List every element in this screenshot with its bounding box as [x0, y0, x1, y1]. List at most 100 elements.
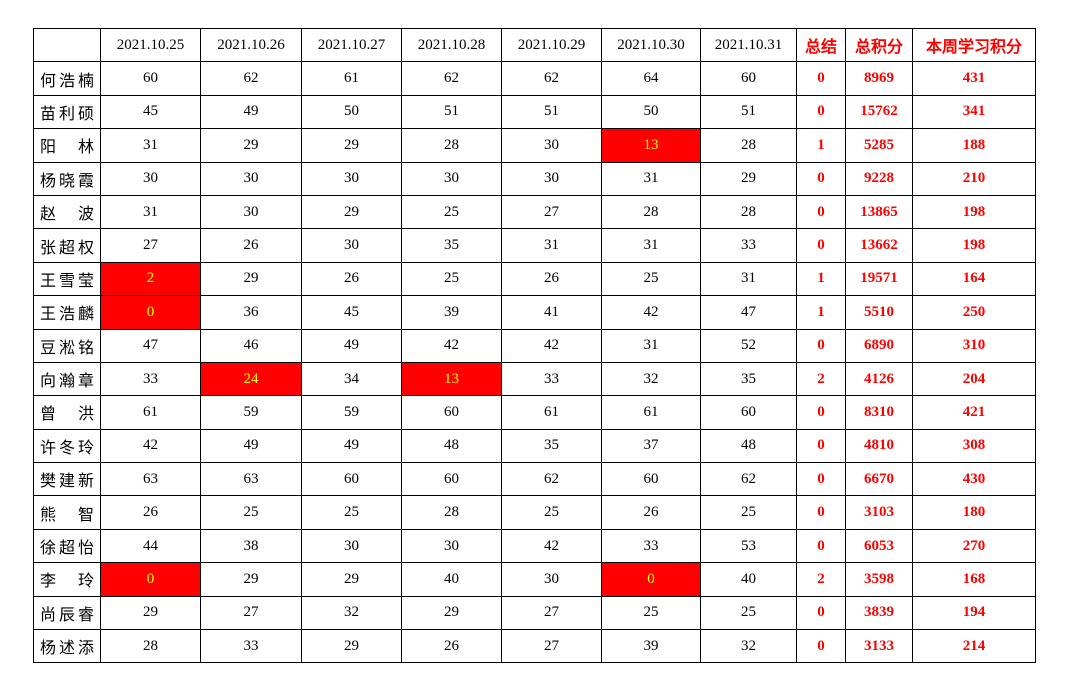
day-score-cell: 62 — [200, 61, 302, 96]
day-score-cell: 31 — [501, 228, 602, 263]
total-points-cell: 6890 — [845, 328, 913, 363]
day-score-cell-highlighted: 2 — [100, 261, 201, 297]
total-points-cell: 15762 — [845, 94, 913, 130]
day-score-cell: 50 — [601, 94, 701, 130]
day-score-cell: 38 — [200, 528, 302, 564]
day-score-cell: 30 — [100, 161, 201, 196]
total-points-cell: 13865 — [845, 194, 913, 230]
day-score-cell: 60 — [601, 462, 701, 497]
day-score-cell: 25 — [401, 194, 502, 230]
total-points-cell: 8310 — [845, 395, 913, 430]
day-score-cell: 29 — [100, 595, 201, 631]
day-score-cell: 36 — [200, 295, 302, 330]
day-score-cell: 60 — [401, 462, 502, 497]
day-score-cell: 27 — [200, 595, 302, 631]
total-points-cell: 9228 — [845, 161, 913, 196]
summary-cell: 1 — [796, 128, 846, 163]
table-row: 李玲 0 29 29 40 30 0 40 2 3598 168 — [33, 562, 1036, 597]
date-header: 2021.10.28 — [401, 27, 502, 63]
day-score-cell: 31 — [601, 228, 701, 263]
day-score-cell: 35 — [700, 361, 797, 397]
total-points-header: 总积分 — [845, 27, 913, 63]
day-score-cell-highlighted: 0 — [100, 562, 201, 597]
summary-header: 总结 — [796, 27, 846, 63]
day-score-cell: 28 — [700, 194, 797, 230]
table-row: 阳林 31 29 29 28 30 13 28 1 5285 188 — [33, 128, 1036, 163]
day-score-cell: 31 — [601, 328, 701, 363]
day-score-cell: 44 — [100, 528, 201, 564]
student-name: 杨晓霞 — [33, 161, 101, 196]
day-score-cell: 27 — [501, 595, 602, 631]
day-score-cell: 48 — [401, 428, 502, 464]
table-row: 杨晓霞 30 30 30 30 30 31 29 0 9228 210 — [33, 161, 1036, 196]
week-points-header: 本周学习积分 — [912, 27, 1036, 63]
date-header: 2021.10.27 — [301, 27, 402, 63]
week-points-cell: 421 — [912, 395, 1036, 430]
table-row: 许冬玲 42 49 49 48 35 37 48 0 4810 308 — [33, 428, 1036, 464]
day-score-cell: 42 — [401, 328, 502, 363]
day-score-cell: 35 — [401, 228, 502, 263]
day-score-cell: 31 — [100, 128, 201, 163]
student-name: 王雪莹 — [33, 261, 101, 297]
day-score-cell: 29 — [401, 595, 502, 631]
week-points-cell: 210 — [912, 161, 1036, 196]
day-score-cell: 29 — [700, 161, 797, 196]
table-row: 熊智 26 25 25 28 25 26 25 0 3103 180 — [33, 495, 1036, 530]
student-name: 杨述添 — [33, 629, 101, 664]
student-name: 赵波 — [33, 194, 101, 230]
summary-cell: 0 — [796, 495, 846, 530]
day-score-cell: 60 — [401, 395, 502, 430]
day-score-cell: 40 — [401, 562, 502, 597]
week-points-cell: 431 — [912, 61, 1036, 96]
table-row: 向瀚章 33 24 34 13 33 32 35 2 4126 204 — [33, 361, 1036, 397]
day-score-cell: 26 — [601, 495, 701, 530]
day-score-cell: 45 — [100, 94, 201, 130]
day-score-cell: 25 — [601, 595, 701, 631]
table-row: 王浩麟 0 36 45 39 41 42 47 1 5510 250 — [33, 295, 1036, 330]
day-score-cell: 39 — [401, 295, 502, 330]
header-row: 2021.10.25 2021.10.26 2021.10.27 2021.10… — [33, 27, 1036, 63]
week-points-cell: 430 — [912, 462, 1036, 497]
day-score-cell: 49 — [301, 328, 402, 363]
summary-cell: 0 — [796, 194, 846, 230]
day-score-cell: 30 — [200, 194, 302, 230]
total-points-cell: 19571 — [845, 261, 913, 297]
summary-cell: 0 — [796, 428, 846, 464]
total-points-cell: 6053 — [845, 528, 913, 564]
day-score-cell: 60 — [301, 462, 402, 497]
day-score-cell: 60 — [700, 61, 797, 96]
summary-cell: 0 — [796, 61, 846, 96]
student-name: 向瀚章 — [33, 361, 101, 397]
total-points-cell: 3133 — [845, 629, 913, 664]
day-score-cell: 48 — [700, 428, 797, 464]
day-score-cell: 30 — [301, 228, 402, 263]
date-header: 2021.10.25 — [100, 27, 201, 63]
day-score-cell: 62 — [401, 61, 502, 96]
day-score-cell: 64 — [601, 61, 701, 96]
day-score-cell: 49 — [200, 428, 302, 464]
total-points-cell: 3839 — [845, 595, 913, 631]
table-row: 徐超怡 44 38 30 30 42 33 53 0 6053 270 — [33, 528, 1036, 564]
day-score-cell: 27 — [501, 629, 602, 664]
student-name: 王浩麟 — [33, 295, 101, 330]
summary-cell: 0 — [796, 462, 846, 497]
day-score-cell: 30 — [401, 161, 502, 196]
total-points-cell: 13662 — [845, 228, 913, 263]
table-row: 樊建新 63 63 60 60 62 60 62 0 6670 430 — [33, 462, 1036, 497]
day-score-cell: 42 — [601, 295, 701, 330]
day-score-cell: 49 — [200, 94, 302, 130]
week-points-cell: 164 — [912, 261, 1036, 297]
student-name: 许冬玲 — [33, 428, 101, 464]
day-score-cell: 26 — [100, 495, 201, 530]
day-score-cell: 26 — [200, 228, 302, 263]
day-score-cell: 29 — [301, 629, 402, 664]
day-score-cell: 49 — [301, 428, 402, 464]
day-score-cell: 47 — [100, 328, 201, 363]
day-score-cell: 25 — [601, 261, 701, 297]
day-score-cell: 33 — [501, 361, 602, 397]
day-score-cell: 33 — [601, 528, 701, 564]
day-score-cell: 60 — [100, 61, 201, 96]
student-name: 徐超怡 — [33, 528, 101, 564]
day-score-cell: 31 — [601, 161, 701, 196]
day-score-cell: 29 — [301, 194, 402, 230]
